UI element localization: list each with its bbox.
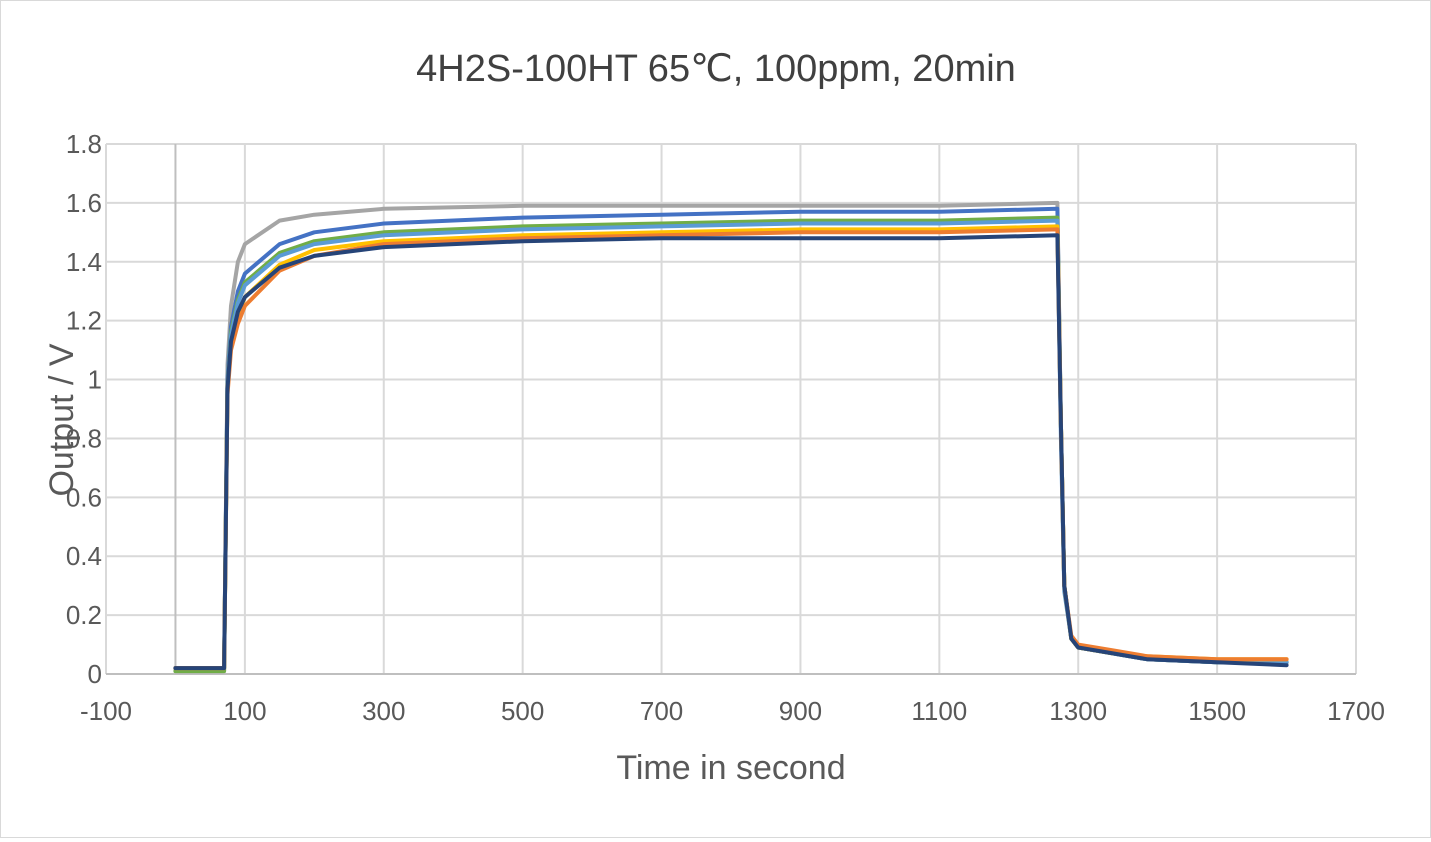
y-tick-label: 0.8 <box>66 423 102 453</box>
y-tick-label: 1.4 <box>66 247 102 277</box>
x-axis-ticks: -100 100 300 500 700 900 1100 1300 1500 1700 <box>80 696 1385 726</box>
series-line-1 <box>173 200 1289 674</box>
x-tick-label: 700 <box>640 696 683 726</box>
x-tick-label: 900 <box>779 696 822 726</box>
y-tick-label: 1 <box>88 365 102 395</box>
x-axis-title: Time in second <box>616 749 845 787</box>
y-axis-ticks: 0 0.2 0.4 0.6 0.8 1 1.2 1.4 1.6 1.8 <box>66 129 102 689</box>
series-line-7 <box>173 233 1289 671</box>
x-tick-label: 100 <box>223 696 266 726</box>
x-tick-label: 500 <box>501 696 544 726</box>
y-tick-label: 1.8 <box>66 129 102 159</box>
series-line-6 <box>173 227 1289 671</box>
series-line-4 <box>173 218 1289 671</box>
x-tick-label: 1500 <box>1188 696 1246 726</box>
y-tick-label: 0.2 <box>66 600 102 630</box>
x-tick-label: 1700 <box>1327 696 1385 726</box>
y-tick-label: 1.2 <box>66 306 102 336</box>
x-tick-label: 1300 <box>1049 696 1107 726</box>
y-tick-label: 0.6 <box>66 482 102 512</box>
y-tick-label: 0 <box>88 659 102 689</box>
gridlines <box>105 143 1357 675</box>
y-tick-label: 0.4 <box>66 541 102 571</box>
chart-title: 4H2S-100HT 65℃, 100ppm, 20min <box>416 48 1016 90</box>
x-tick-label: 1100 <box>911 696 967 726</box>
x-tick-label: 300 <box>362 696 405 726</box>
series-line-3 <box>173 215 1289 674</box>
series-lines <box>173 200 1289 674</box>
y-axis-title: Output / V <box>43 343 81 496</box>
y-tick-label: 1.6 <box>66 188 102 218</box>
series-line-5 <box>173 224 1289 671</box>
x-tick-label: -100 <box>80 696 132 726</box>
